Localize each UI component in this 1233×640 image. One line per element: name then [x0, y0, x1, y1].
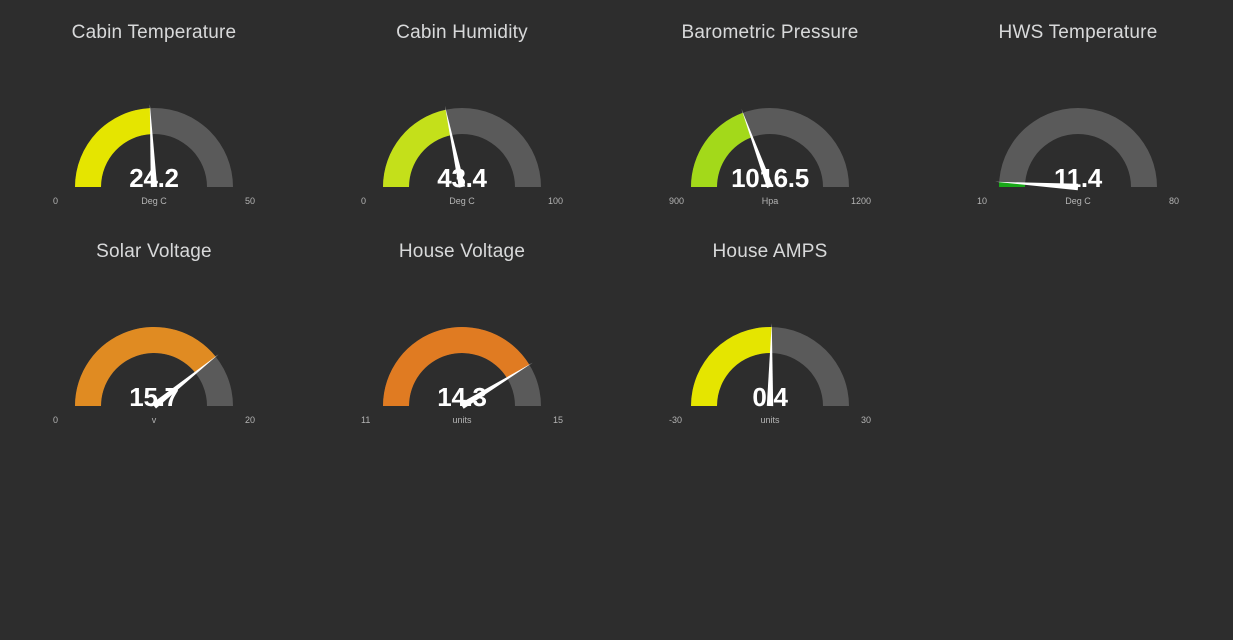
- gauge-min-label: 0: [53, 196, 59, 206]
- gauge-widget[interactable]: 15.7 v 0 20: [39, 288, 269, 438]
- gauge-min-label: -30: [669, 415, 683, 425]
- gauge-arc: [75, 104, 233, 188]
- gauge-value-arc: [691, 327, 772, 406]
- gauge-value-arc: [75, 108, 152, 187]
- gauge-arc: [75, 327, 233, 409]
- gauge-widget[interactable]: 0.4 units -30 30: [655, 288, 885, 438]
- gauge-unit-label: Hpa: [761, 196, 779, 206]
- gauge-widget[interactable]: 43.4 Deg C 0 100: [347, 69, 577, 219]
- gauge-widget[interactable]: 14.3 units 11 15: [347, 288, 577, 438]
- gauge-arc: [383, 327, 541, 409]
- gauge-needle: [995, 181, 1079, 191]
- panel-title: Barometric Pressure: [681, 22, 859, 43]
- gauge-unit-label: Deg C: [141, 196, 167, 206]
- gauge-max-label: 80: [1168, 196, 1179, 206]
- gauge-min-label: 900: [669, 196, 685, 206]
- gauge-panel[interactable]: Barometric Pressure 1016.5 Hpa 900 1200: [616, 0, 924, 219]
- gauge-value-text: 14.3: [437, 382, 487, 412]
- gauge-needle: [444, 105, 466, 188]
- gauge-panel[interactable]: Cabin Temperature 24.2 Deg C 0 50: [0, 0, 308, 219]
- gauge-arc: [691, 108, 849, 189]
- gauge-needle: [741, 109, 774, 189]
- panel-title: Cabin Humidity: [396, 22, 528, 43]
- panel-title: HWS Temperature: [998, 22, 1158, 43]
- gauge-arc: [383, 105, 541, 188]
- gauge-unit-label: units: [452, 415, 472, 425]
- gauge-max-label: 15: [552, 415, 563, 425]
- gauge-panel[interactable]: HWS Temperature 11.4 Deg C 10 80: [924, 0, 1232, 219]
- gauge-widget[interactable]: 1016.5 Hpa 900 1200: [655, 69, 885, 219]
- gauge-value-arc: [75, 327, 216, 406]
- gauge-value-arc: [383, 109, 452, 187]
- gauge-needle: [766, 323, 774, 407]
- gauge-unit-label: v: [151, 415, 157, 425]
- gauge-value-text: 15.7: [129, 382, 179, 412]
- gauge-min-label: 0: [361, 196, 367, 206]
- gauge-max-label: 1200: [850, 196, 871, 206]
- dashboard-row-2: Solar Voltage 15.7 v 0 20 House Voltage 14.3 un…: [0, 219, 1233, 438]
- panel-title: House AMPS: [712, 241, 828, 262]
- gauge-needle: [460, 362, 533, 409]
- gauge-track: [999, 108, 1157, 187]
- gauge-value-text: 24.2: [129, 163, 179, 193]
- gauge-arc: [995, 108, 1157, 191]
- gauge-max-label: 30: [860, 415, 871, 425]
- gauge-value-text: 1016.5: [731, 163, 809, 193]
- gauge-max-label: 50: [244, 196, 255, 206]
- panel-title: Solar Voltage: [96, 241, 212, 262]
- gauge-panel[interactable]: Cabin Humidity 43.4 Deg C 0 100: [308, 0, 616, 219]
- gauge-min-label: 11: [361, 415, 371, 425]
- gauge-value-arc: [691, 112, 752, 187]
- gauge-min-label: 0: [53, 415, 59, 425]
- gauge-min-label: 10: [977, 196, 988, 206]
- gauge-max-label: 20: [244, 415, 255, 425]
- gauge-panel[interactable]: House AMPS 0.4 units -30 30: [616, 219, 924, 438]
- gauge-arc: [691, 323, 849, 407]
- gauge-widget[interactable]: 11.4 Deg C 10 80: [963, 69, 1193, 219]
- gauge-needle: [149, 104, 158, 188]
- gauge-value-text: 43.4: [437, 163, 487, 193]
- gauge-unit-label: Deg C: [1065, 196, 1091, 206]
- gauge-max-label: 100: [547, 196, 563, 206]
- gauge-value-arc: [383, 327, 530, 406]
- dashboard-row-1: Cabin Temperature 24.2 Deg C 0 50 Cabin Humid…: [0, 0, 1233, 219]
- gauge-widget[interactable]: 24.2 Deg C 0 50: [39, 69, 269, 219]
- gauge-panel[interactable]: House Voltage 14.3 units 11 15: [308, 219, 616, 438]
- gauge-needle: [151, 354, 219, 409]
- panel-title: Cabin Temperature: [71, 22, 237, 43]
- gauge-unit-label: Deg C: [449, 196, 475, 206]
- gauge-panel[interactable]: Solar Voltage 15.7 v 0 20: [0, 219, 308, 438]
- gauge-value-text: 11.4: [1054, 163, 1102, 193]
- gauge-unit-label: units: [760, 415, 780, 425]
- gauge-value-text: 0.4: [752, 382, 788, 412]
- panel-title: House Voltage: [398, 241, 526, 262]
